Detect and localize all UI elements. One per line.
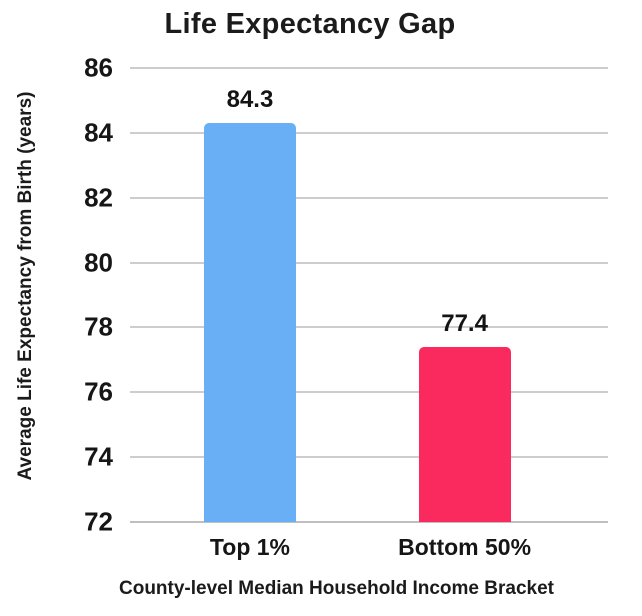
plot-area: 72 74 76 78 80 82 84 86 84.3 Top 1% 77.4 Bottom 50% (84, 54, 608, 559)
bar-value-label: 84.3 (226, 86, 274, 114)
x-axis-title: County-level Median Household Income Bra… (119, 578, 554, 599)
gridline (130, 261, 608, 264)
x-axis-line (130, 521, 608, 523)
bar-top-1- (203, 123, 296, 522)
gridline (130, 391, 608, 394)
y-tick-label: 72 (84, 506, 113, 537)
chart-title: Life Expectancy Gap (164, 8, 456, 40)
bar-bottom-50- (418, 346, 511, 522)
gridline (130, 67, 608, 69)
y-tick-label: 82 (84, 182, 113, 213)
gridline (130, 456, 608, 459)
y-tick-label: 86 (84, 52, 113, 83)
y-tick-label: 80 (84, 247, 113, 278)
y-tick-label: 76 (84, 376, 113, 407)
gridline (130, 196, 608, 199)
y-axis-title: Average Life Expectancy from Birth (year… (15, 91, 36, 481)
gridline (130, 131, 608, 134)
y-tick-label: 74 (84, 441, 113, 472)
bar-value-label: 77.4 (441, 309, 488, 337)
x-tick-label: Bottom 50% (398, 534, 532, 560)
y-tick-label: 78 (84, 311, 113, 342)
x-tick-label: Top 1% (209, 534, 291, 560)
gridline (130, 326, 608, 329)
y-tick-label: 84 (84, 117, 113, 148)
